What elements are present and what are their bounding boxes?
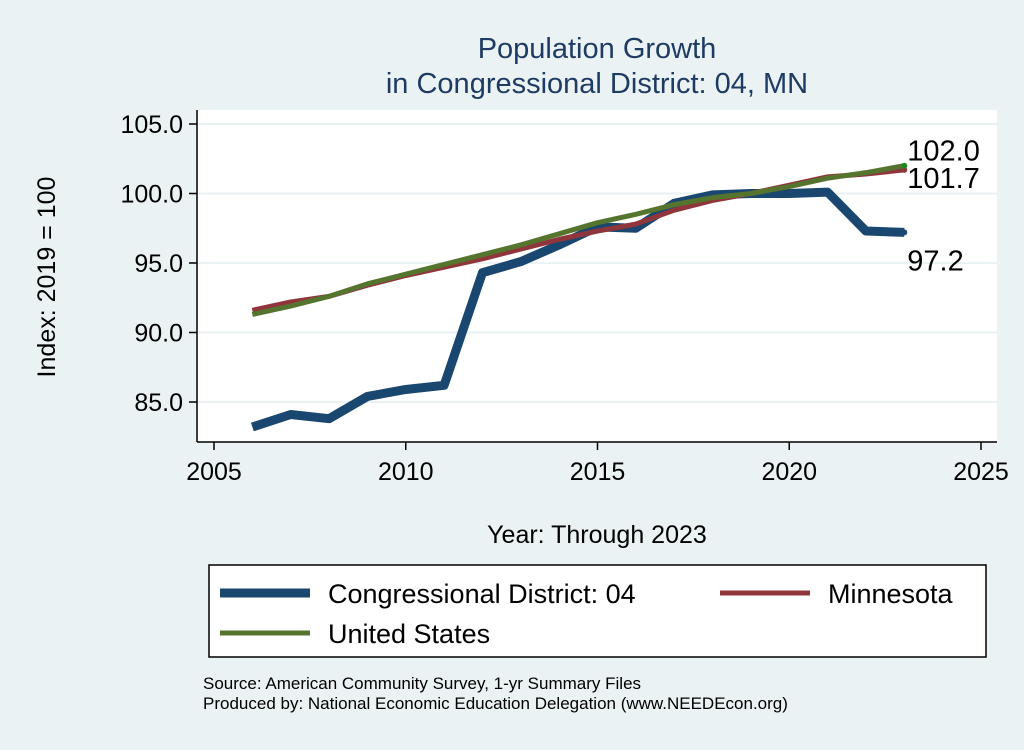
y-tick-label: 85.0	[134, 389, 183, 417]
end-value-label: 97.2	[907, 245, 963, 277]
chart-title-line1: Population Growth	[478, 33, 717, 65]
producer-note: Produced by: National Economic Education…	[203, 694, 788, 713]
y-tick-label: 100.0	[120, 181, 183, 209]
plot-area	[197, 110, 997, 442]
y-axis-label: Index: 2019 = 100	[33, 177, 61, 378]
chart-title-line2: in Congressional District: 04, MN	[386, 68, 808, 100]
x-tick-label: 2005	[186, 458, 242, 486]
x-tick-label: 2020	[761, 458, 817, 486]
legend-label: Minnesota	[828, 579, 954, 609]
legend-label: United States	[328, 619, 490, 649]
y-tick-label: 90.0	[134, 320, 183, 348]
x-axis-label: Year: Through 2023	[487, 521, 707, 549]
series-end-marker	[901, 162, 908, 169]
y-tick-label: 95.0	[134, 250, 183, 278]
series-end-marker	[901, 229, 908, 236]
legend-label: Congressional District: 04	[328, 579, 636, 609]
end-value-label: 102.0	[907, 136, 980, 168]
x-tick-label: 2025	[953, 458, 1009, 486]
series-line-2	[251, 163, 905, 317]
y-tick-label: 105.0	[120, 111, 183, 139]
end-value-label: 101.7	[907, 163, 980, 195]
legend-box	[208, 564, 987, 658]
x-tick-label: 2015	[570, 458, 626, 486]
source-note: Source: American Community Survey, 1-yr …	[203, 674, 641, 693]
x-tick-label: 2010	[378, 458, 434, 486]
